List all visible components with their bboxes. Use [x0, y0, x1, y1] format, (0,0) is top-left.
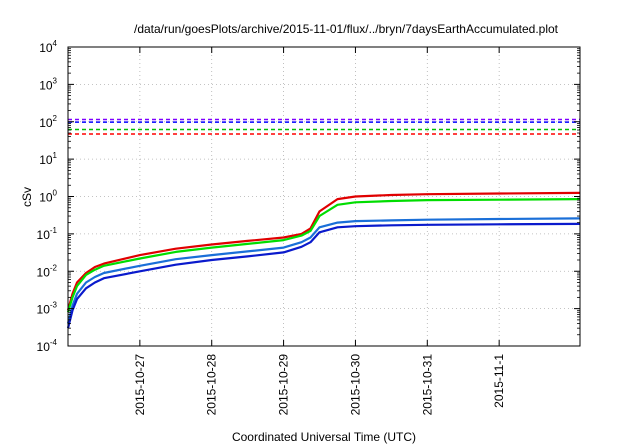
y-axis: 10-4 10-3 10-2 10-1 100 101 102 103 104 [37, 39, 580, 354]
x-tick-label: 2015-10-30 [348, 354, 362, 416]
x-tick-label: 2015-10-27 [133, 354, 147, 416]
y-tick-label: 10-2 [37, 263, 58, 279]
x-axis-label: Coordinated Universal Time (UTC) [232, 430, 416, 444]
y-tick-label: 104 [39, 39, 57, 55]
y-tick-label: 103 [39, 76, 57, 92]
chart-title: /data/run/goesPlots/archive/2015-11-01/f… [134, 22, 559, 36]
y-tick-label: 101 [39, 151, 57, 167]
series-line [66, 191, 581, 311]
y-tick-label: 10-4 [37, 338, 58, 354]
x-tick-label: 2015-11-1 [492, 354, 506, 408]
y-tick-label: 102 [39, 114, 57, 130]
x-axis: 2015-10-27 2015-10-28 2015-10-29 2015-10-30… [133, 47, 506, 415]
x-tick-label: 2015-10-31 [420, 354, 434, 416]
x-tick-label: 2015-10-28 [205, 354, 219, 416]
series-group [66, 191, 581, 329]
grid [68, 47, 580, 346]
series-line [66, 222, 581, 329]
y-axis-label: cSv [20, 187, 34, 207]
series-line [66, 198, 581, 313]
series-line [66, 217, 581, 324]
x-tick-label: 2015-10-29 [277, 354, 291, 416]
y-tick-label: 10-3 [37, 301, 58, 317]
reference-lines [68, 118, 580, 135]
y-tick-label: 10-1 [37, 226, 58, 242]
y-tick-label: 100 [39, 189, 57, 205]
